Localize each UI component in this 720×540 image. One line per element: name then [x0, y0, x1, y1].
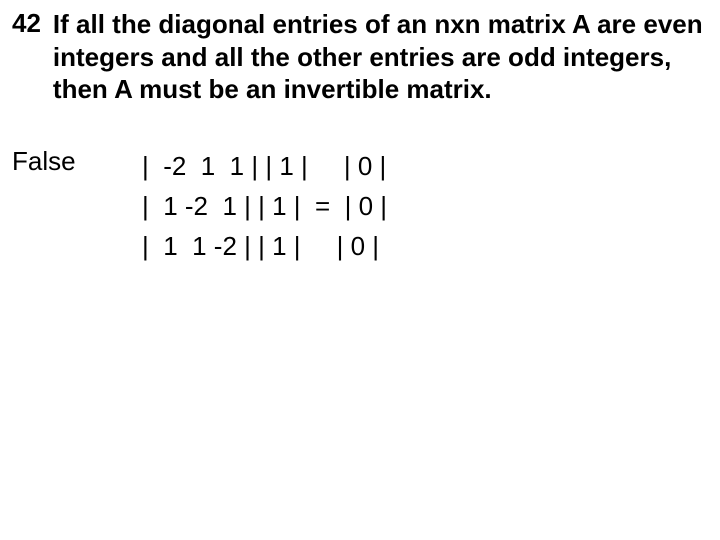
problem-statement: 42 If all the diagonal entries of an nxn…	[12, 8, 708, 106]
matrix-row-3: | 1 1 -2 | | 1 | | 0 |	[142, 231, 379, 261]
answer-section: False | -2 1 1 | | 1 | | 0 | | 1 -2 1 | …	[12, 146, 708, 267]
matrix-row-2: | 1 -2 1 | | 1 | = | 0 |	[142, 191, 387, 221]
answer-label: False	[12, 146, 142, 177]
problem-number: 42	[12, 8, 41, 39]
matrix-row-1: | -2 1 1 | | 1 | | 0 |	[142, 151, 386, 181]
problem-text: If all the diagonal entries of an nxn ma…	[53, 8, 708, 106]
matrix-equation: | -2 1 1 | | 1 | | 0 | | 1 -2 1 | | 1 | …	[142, 146, 387, 267]
